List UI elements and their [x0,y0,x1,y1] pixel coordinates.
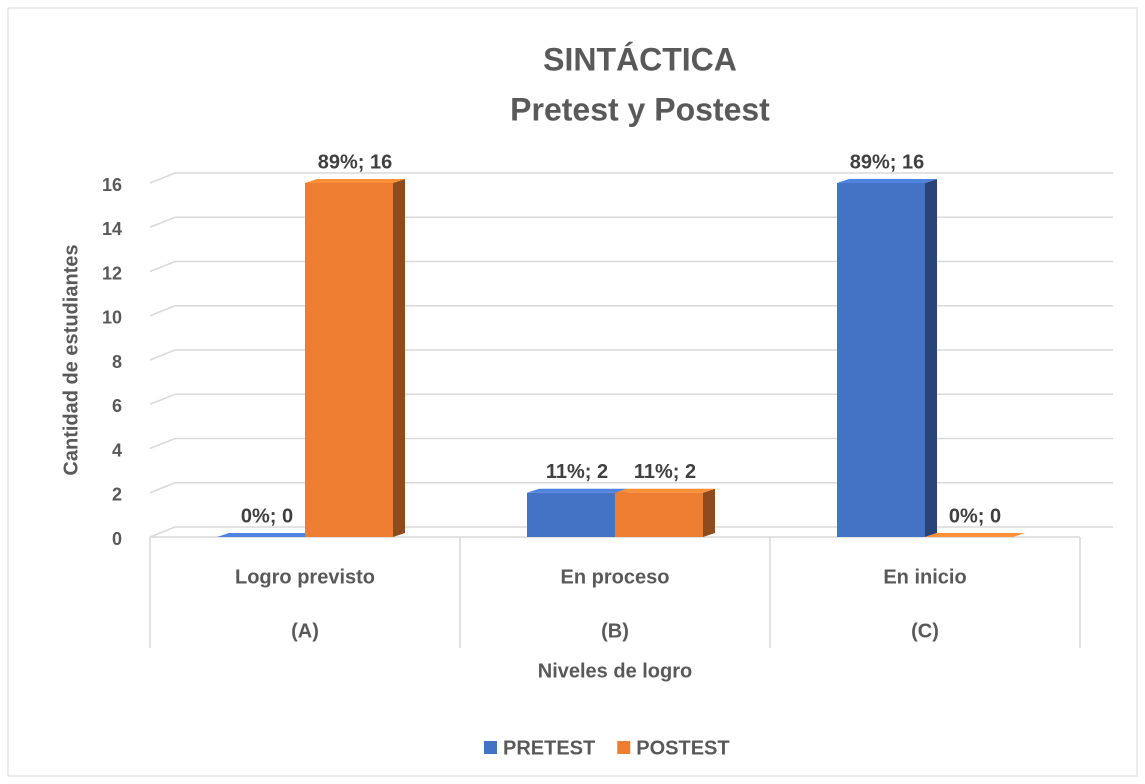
y-tick-label: 8 [112,352,122,372]
data-label: 89%; 16 [318,151,393,173]
bar-front [527,492,615,537]
x-tick-label: En proceso [561,566,670,588]
y-tick-label: 10 [102,308,122,328]
y-tick-label: 6 [112,396,122,416]
data-label: 11%; 2 [634,461,696,483]
grid-line [149,349,1113,361]
legend-swatch [484,741,497,754]
bar-top [217,533,317,537]
bar-top [837,179,937,183]
data-label: 0%; 0 [949,505,1001,527]
y-tick-label: 16 [102,175,122,195]
legend-swatch [617,741,631,754]
grid-line [149,437,1113,450]
data-label: 89%; 16 [850,151,925,173]
x-tick-label: Logro previsto [235,566,375,588]
data-label: 0%; 0 [241,505,293,527]
legend-label: POSTEST [636,737,729,759]
x-axis-title: Niveles de logro [538,660,693,682]
grid-line [149,393,1113,405]
bar [837,179,937,537]
bar-front [615,492,703,537]
bar-side [925,179,937,537]
bar-top [305,179,405,183]
y-tick-label: 12 [102,263,122,283]
bar-side [393,179,405,537]
bar-top [527,488,627,493]
grid-line [149,305,1113,317]
grid-line [149,216,1113,228]
chart-title: SINTÁCTICA [543,41,737,77]
grid-line [149,526,1113,538]
bar [925,533,1025,537]
chart-subtitle: Pretest y Postest [510,91,770,127]
y-tick-label: 0 [112,529,122,549]
x-tick-code: (A) [291,620,319,642]
bar [615,488,715,537]
bar-front [305,183,393,537]
x-tick-label: En inicio [883,566,966,588]
bar-side [703,488,715,537]
y-tick-label: 2 [112,485,122,505]
data-label: 11%; 2 [546,461,608,483]
grid-line [149,260,1113,273]
bar [217,533,317,537]
y-tick-label: 14 [102,219,122,239]
y-tick-label: 4 [112,440,122,460]
grid-line [149,482,1113,494]
chart-border [7,7,1138,777]
bar-top [925,533,1025,537]
legend-label: PRETEST [503,737,595,759]
x-tick-code: (B) [601,620,629,642]
bar-top [615,488,715,493]
bar [527,488,627,537]
grid-line [149,172,1113,184]
x-tick-code: (C) [911,620,939,642]
bar-front [837,183,925,537]
y-axis-title: Cantidad de estudiantes [60,244,82,475]
bar [305,179,405,537]
